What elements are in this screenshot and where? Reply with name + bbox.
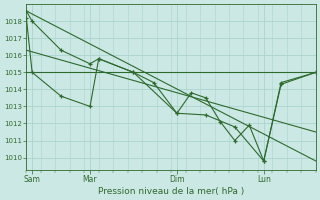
X-axis label: Pression niveau de la mer( hPa ): Pression niveau de la mer( hPa ) <box>98 187 244 196</box>
